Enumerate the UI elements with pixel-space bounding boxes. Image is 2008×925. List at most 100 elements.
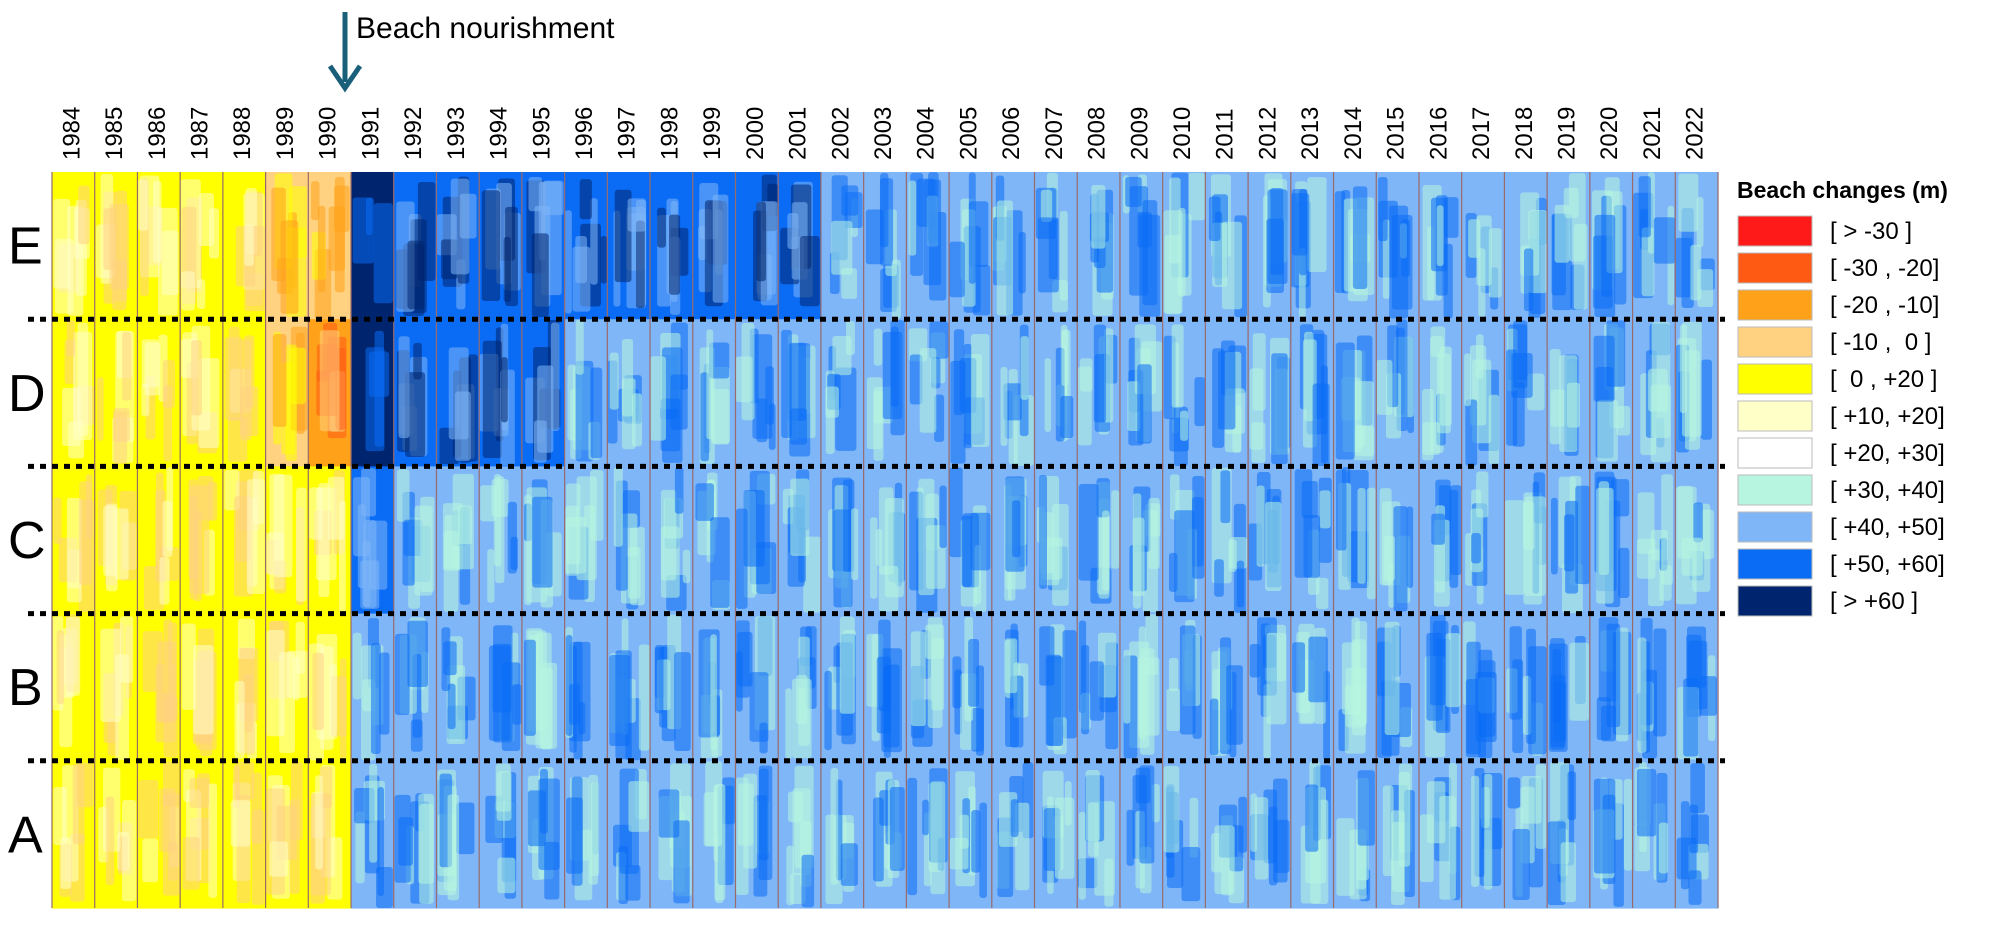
- legend-label-7: [ +30, +40]: [1830, 477, 1945, 504]
- texture-A-2003-6: [889, 787, 905, 871]
- texture-C-1994-3: [480, 485, 497, 522]
- texture-E-2021-5: [1638, 176, 1651, 238]
- texture-D-2020-6: [1593, 335, 1615, 402]
- texture-D-2005-5: [970, 333, 990, 447]
- texture-D-1988-6: [239, 386, 259, 437]
- texture-B-2019-6: [1569, 642, 1589, 721]
- year-label-1984: 1984: [58, 107, 85, 160]
- texture-B-2006-6: [1004, 638, 1018, 694]
- texture-B-2009-6: [1138, 626, 1146, 740]
- texture-D-2010-4: [1180, 410, 1189, 441]
- texture-B-2021-6: [1637, 637, 1647, 753]
- texture-B-2008-6: [1089, 661, 1104, 721]
- texture-D-2001-6: [789, 408, 808, 445]
- texture-D-1997-5: [632, 393, 643, 447]
- texture-A-2001-3: [788, 791, 804, 823]
- texture-D-2001-5: [781, 329, 792, 438]
- texture-D-1984-5: [73, 331, 93, 440]
- texture-B-1989-6: [295, 621, 305, 674]
- legend-label-0: [ > -30 ]: [1830, 218, 1912, 245]
- texture-A-1991-6: [375, 866, 393, 908]
- texture-A-2022-6: [1676, 837, 1697, 880]
- year-label-1987: 1987: [187, 107, 214, 160]
- texture-B-1996-5: [565, 635, 573, 736]
- texture-A-1995-6: [538, 778, 560, 870]
- texture-C-1989-6: [296, 487, 307, 602]
- texture-B-2008-4: [1081, 644, 1090, 735]
- nourishment-label: Beach nourishment: [356, 12, 615, 45]
- texture-C-2021-6: [1661, 474, 1673, 585]
- year-label-1986: 1986: [144, 107, 171, 160]
- texture-C-1991-6: [363, 520, 377, 608]
- legend-title: Beach changes (m): [1737, 177, 1948, 203]
- texture-B-2022-2: [1686, 626, 1707, 688]
- texture-D-1999-4: [709, 342, 730, 379]
- year-label-2004: 2004: [913, 107, 940, 160]
- year-label-2021: 2021: [1639, 107, 1666, 160]
- texture-E-2006-6: [996, 200, 1014, 316]
- texture-E-1995-4: [528, 177, 543, 212]
- year-label-1985: 1985: [101, 107, 128, 160]
- texture-E-2002-5: [831, 220, 853, 275]
- year-label-1995: 1995: [528, 107, 555, 160]
- texture-B-1997-5: [609, 655, 631, 746]
- texture-D-2011-6: [1218, 350, 1236, 430]
- texture-D-2022-5: [1700, 359, 1712, 440]
- texture-B-2018-6: [1528, 646, 1547, 755]
- texture-E-1996-2: [579, 179, 592, 220]
- legend-label-5: [ +10, +20]: [1830, 403, 1945, 430]
- texture-C-1990-3: [309, 487, 323, 540]
- year-label-2015: 2015: [1383, 107, 1410, 160]
- texture-C-1992-3: [397, 469, 410, 522]
- texture-D-1986-2: [141, 383, 150, 417]
- texture-C-2000-6: [735, 508, 748, 609]
- texture-A-2001-5: [801, 854, 815, 908]
- texture-E-2022-6: [1690, 244, 1702, 301]
- texture-A-2015-1: [1382, 785, 1394, 876]
- year-label-1993: 1993: [443, 107, 470, 160]
- nourishment-arrow-head: [327, 64, 363, 93]
- texture-A-1987-5: [208, 783, 218, 898]
- year-label-2005: 2005: [955, 107, 982, 160]
- texture-C-2009-4: [1148, 497, 1160, 570]
- texture-C-2012-6: [1265, 501, 1282, 592]
- texture-A-1986-6: [142, 838, 159, 883]
- texture-C-2018-2: [1504, 500, 1525, 595]
- texture-D-2010-6: [1194, 377, 1206, 427]
- texture-A-2002-6: [840, 843, 858, 886]
- texture-D-1992-6: [413, 342, 422, 380]
- texture-E-2010-2: [1188, 172, 1205, 221]
- texture-D-2014-6: [1335, 342, 1355, 460]
- texture-A-2014-6: [1357, 770, 1375, 846]
- texture-B-2014-6: [1345, 667, 1366, 728]
- texture-A-2005-6: [959, 814, 969, 849]
- texture-C-1986-4: [159, 557, 170, 605]
- texture-C-1993-6: [452, 473, 474, 570]
- texture-C-2017-5: [1476, 471, 1489, 518]
- texture-A-2007-6: [1054, 797, 1075, 879]
- texture-C-1985-5: [103, 505, 116, 576]
- texture-C-2016-6: [1431, 513, 1445, 545]
- texture-D-2013-6: [1312, 383, 1330, 466]
- legend-label-2: [ -20 , -10]: [1830, 292, 1939, 319]
- texture-A-2008-6: [1085, 769, 1100, 842]
- texture-D-1989-6: [272, 334, 287, 427]
- year-label-2016: 2016: [1425, 107, 1452, 160]
- texture-E-2013-6: [1299, 189, 1307, 276]
- texture-C-2008-1: [1111, 490, 1120, 569]
- texture-D-2007-5: [1061, 329, 1069, 387]
- texture-A-2020-5: [1623, 778, 1633, 871]
- texture-D-2005-6: [953, 329, 965, 416]
- texture-A-2017-6: [1471, 775, 1480, 887]
- texture-B-2016-6: [1429, 614, 1446, 706]
- texture-C-1998-4: [660, 526, 680, 598]
- texture-D-1991-4: [365, 347, 385, 452]
- texture-E-2007-5: [1040, 189, 1053, 223]
- texture-B-1992-5: [394, 633, 410, 715]
- year-label-1997: 1997: [614, 107, 641, 160]
- texture-E-1994-5: [481, 190, 501, 301]
- texture-A-1998-5: [673, 820, 690, 904]
- texture-D-2008-5: [1093, 324, 1107, 423]
- texture-A-1992-6: [418, 793, 435, 884]
- texture-E-2017-5: [1478, 248, 1486, 317]
